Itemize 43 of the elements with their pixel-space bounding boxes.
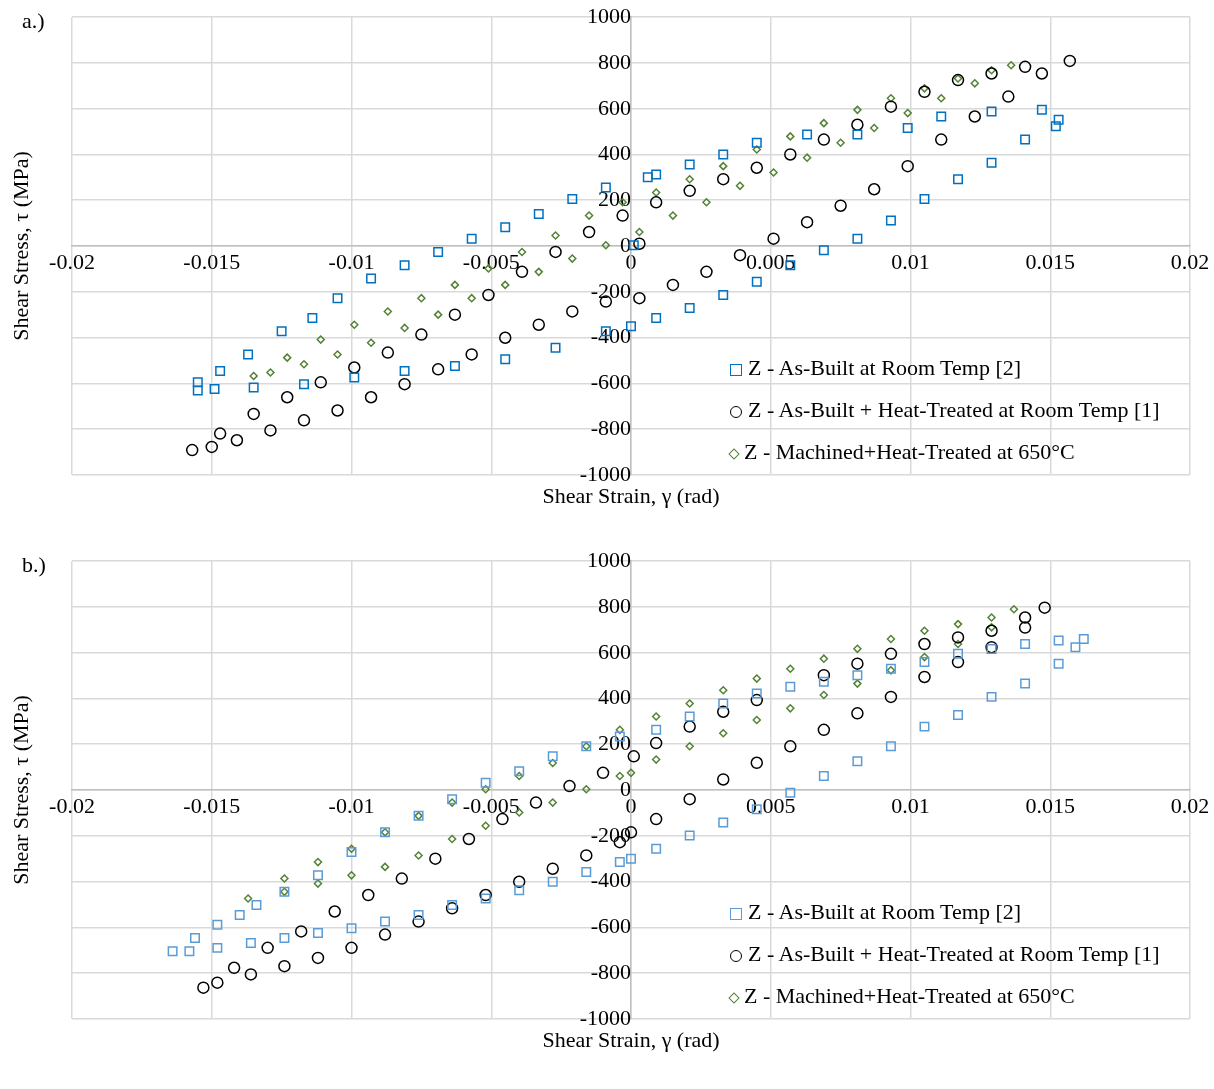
legend-label: Z - As-Built + Heat-Treated at Room Temp [1] [748, 396, 1160, 422]
y-tick-label: 600 [598, 94, 631, 120]
x-tick-label: 0.015 [1025, 792, 1075, 818]
legend-label: Z - Machined+Heat-Treated at 650°C [744, 982, 1075, 1008]
x-tick-label: -0.01 [328, 792, 375, 818]
y-tick-label: -600 [590, 913, 631, 939]
legend-label: Z - As-Built at Room Temp [2] [748, 354, 1022, 380]
x-tick-label: -0.015 [183, 792, 241, 818]
y-tick-label: -400 [590, 867, 631, 893]
x-tick-label: 0.02 [1170, 248, 1210, 274]
y-tick-label: 1000 [587, 546, 631, 572]
x-tick-label: 0.005 [746, 248, 796, 274]
y-tick-label: -800 [590, 958, 631, 984]
legend-label: Z - As-Built + Heat-Treated at Room Temp [1] [748, 940, 1160, 966]
y-tick-label: 1000 [587, 2, 631, 28]
y-axis-title: Shear Stress, τ (MPa) [7, 151, 34, 341]
y-tick-label: -200 [590, 277, 631, 303]
x-tick-label: -0.005 [462, 248, 520, 274]
x-tick-label: -0.005 [462, 792, 520, 818]
y-tick-label: -400 [590, 323, 631, 349]
y-axis-title: Shear Stress, τ (MPa) [7, 695, 34, 885]
y-tick-label: 200 [598, 186, 631, 212]
x-tick-label: 0.02 [1170, 792, 1210, 818]
x-tick-label: -0.015 [183, 248, 241, 274]
x-tick-label: 0.015 [1025, 248, 1075, 274]
y-tick-label: 400 [598, 684, 631, 710]
y-tick-label: 800 [598, 48, 631, 74]
y-tick-label: -800 [590, 414, 631, 440]
legend-label: Z - Machined+Heat-Treated at 650°C [744, 438, 1075, 464]
x-tick-label: -0.02 [49, 248, 95, 274]
y-tick-label: 800 [598, 592, 631, 618]
text: a.) [22, 7, 45, 33]
x-tick-label: -0.02 [49, 792, 95, 818]
y-tick-label: 200 [598, 730, 631, 756]
x-tick-label: 0.01 [891, 792, 930, 818]
x-tick-label: 0.005 [746, 792, 796, 818]
y-tick-label: 400 [598, 140, 631, 166]
y-tick-label: -600 [590, 369, 631, 395]
text: b.) [22, 551, 46, 577]
x-tick-label: -0.01 [328, 248, 375, 274]
y-tick-label: 600 [598, 638, 631, 664]
legend-label: Z - As-Built at Room Temp [2] [748, 898, 1022, 924]
x-tick-label: 0.01 [891, 248, 930, 274]
